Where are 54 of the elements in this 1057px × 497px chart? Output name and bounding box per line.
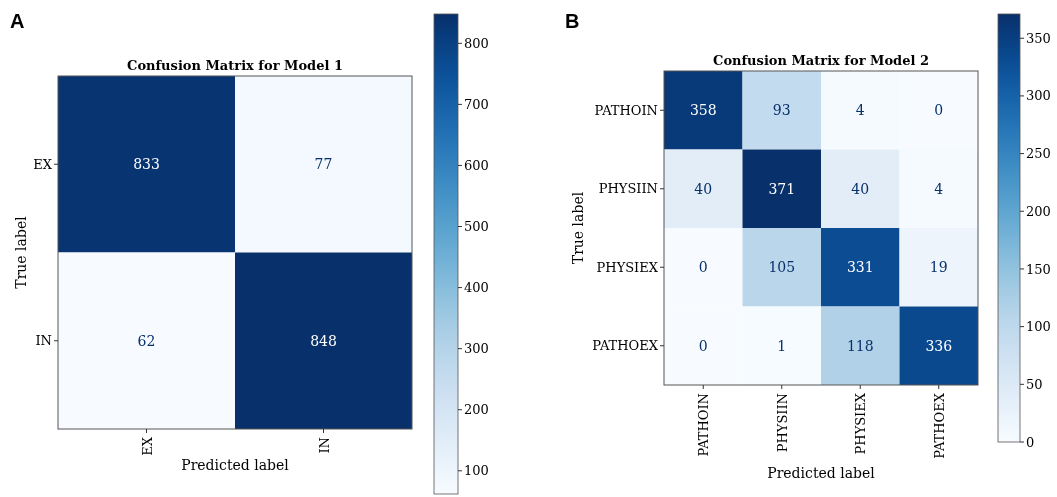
- y-tick-label: PATHOEX: [592, 338, 659, 354]
- color-bar-label: 350: [1026, 30, 1051, 46]
- data-label: 93: [772, 102, 791, 119]
- data-label: 833: [133, 156, 160, 173]
- color-bar-label: 500: [464, 219, 489, 235]
- data-label: 1: [777, 337, 787, 354]
- color-bar-label: 200: [1026, 203, 1051, 219]
- y-axis-title: True label: [570, 191, 586, 265]
- data-label: 62: [137, 332, 156, 349]
- data-label: 848: [310, 332, 337, 349]
- data-label: 40: [851, 180, 870, 197]
- x-tick-label: IN: [316, 437, 332, 454]
- data-label: 77: [314, 156, 333, 173]
- data-label: 40: [694, 180, 713, 197]
- x-tick-label: PATHOEX: [931, 392, 947, 459]
- text: A: [10, 10, 25, 32]
- color-bar-label: 0: [1026, 434, 1035, 450]
- x-tick-label: PHYSIEX: [853, 392, 869, 455]
- chart-title: Confusion Matrix for Model 2: [713, 53, 929, 68]
- color-bar-label: 300: [464, 341, 489, 357]
- color-bar-label: 300: [1026, 88, 1051, 104]
- color-bar-label: 50: [1026, 376, 1043, 392]
- x-axis-title: Predicted label: [767, 465, 876, 481]
- data-label: 336: [925, 337, 953, 354]
- data-label: 4: [934, 180, 944, 197]
- x-tick-label: PHYSIIN: [774, 393, 790, 453]
- y-tick-label: PATHOIN: [594, 102, 658, 118]
- color-bar-label: 800: [464, 35, 489, 51]
- color-bar-label: 250: [1026, 146, 1051, 162]
- color-bar-label: 100: [464, 463, 489, 479]
- data-label: 4: [855, 102, 865, 119]
- data-label: 105: [768, 259, 796, 276]
- y-tick-label: PHYSIIN: [598, 181, 658, 197]
- data-label: 331: [846, 259, 874, 276]
- y-tick-label: PHYSIEX: [596, 259, 659, 275]
- x-axis-title: Predicted label: [181, 457, 290, 473]
- data-label: 118: [846, 337, 874, 354]
- data-label: 19: [929, 259, 948, 276]
- data-label: 0: [934, 102, 944, 119]
- color-bar-label: 600: [464, 158, 489, 173]
- y-axis-title: True label: [13, 215, 29, 289]
- x-tick-label: PATHOIN: [696, 393, 712, 457]
- chart-title: Confusion Matrix for Model 1: [127, 58, 343, 73]
- data-label: 0: [698, 259, 708, 276]
- color-bar-label: 100: [1026, 319, 1051, 335]
- data-label: 371: [768, 180, 796, 197]
- data-label: 0: [698, 337, 708, 354]
- color-bar-label: 200: [464, 402, 489, 418]
- color-bar-label: 400: [464, 280, 489, 296]
- text: B: [565, 10, 580, 32]
- data-label: 358: [689, 102, 717, 119]
- x-tick-label: EX: [139, 436, 155, 456]
- color-bar-label: 150: [1026, 261, 1051, 277]
- color-bar-label: 700: [464, 96, 489, 112]
